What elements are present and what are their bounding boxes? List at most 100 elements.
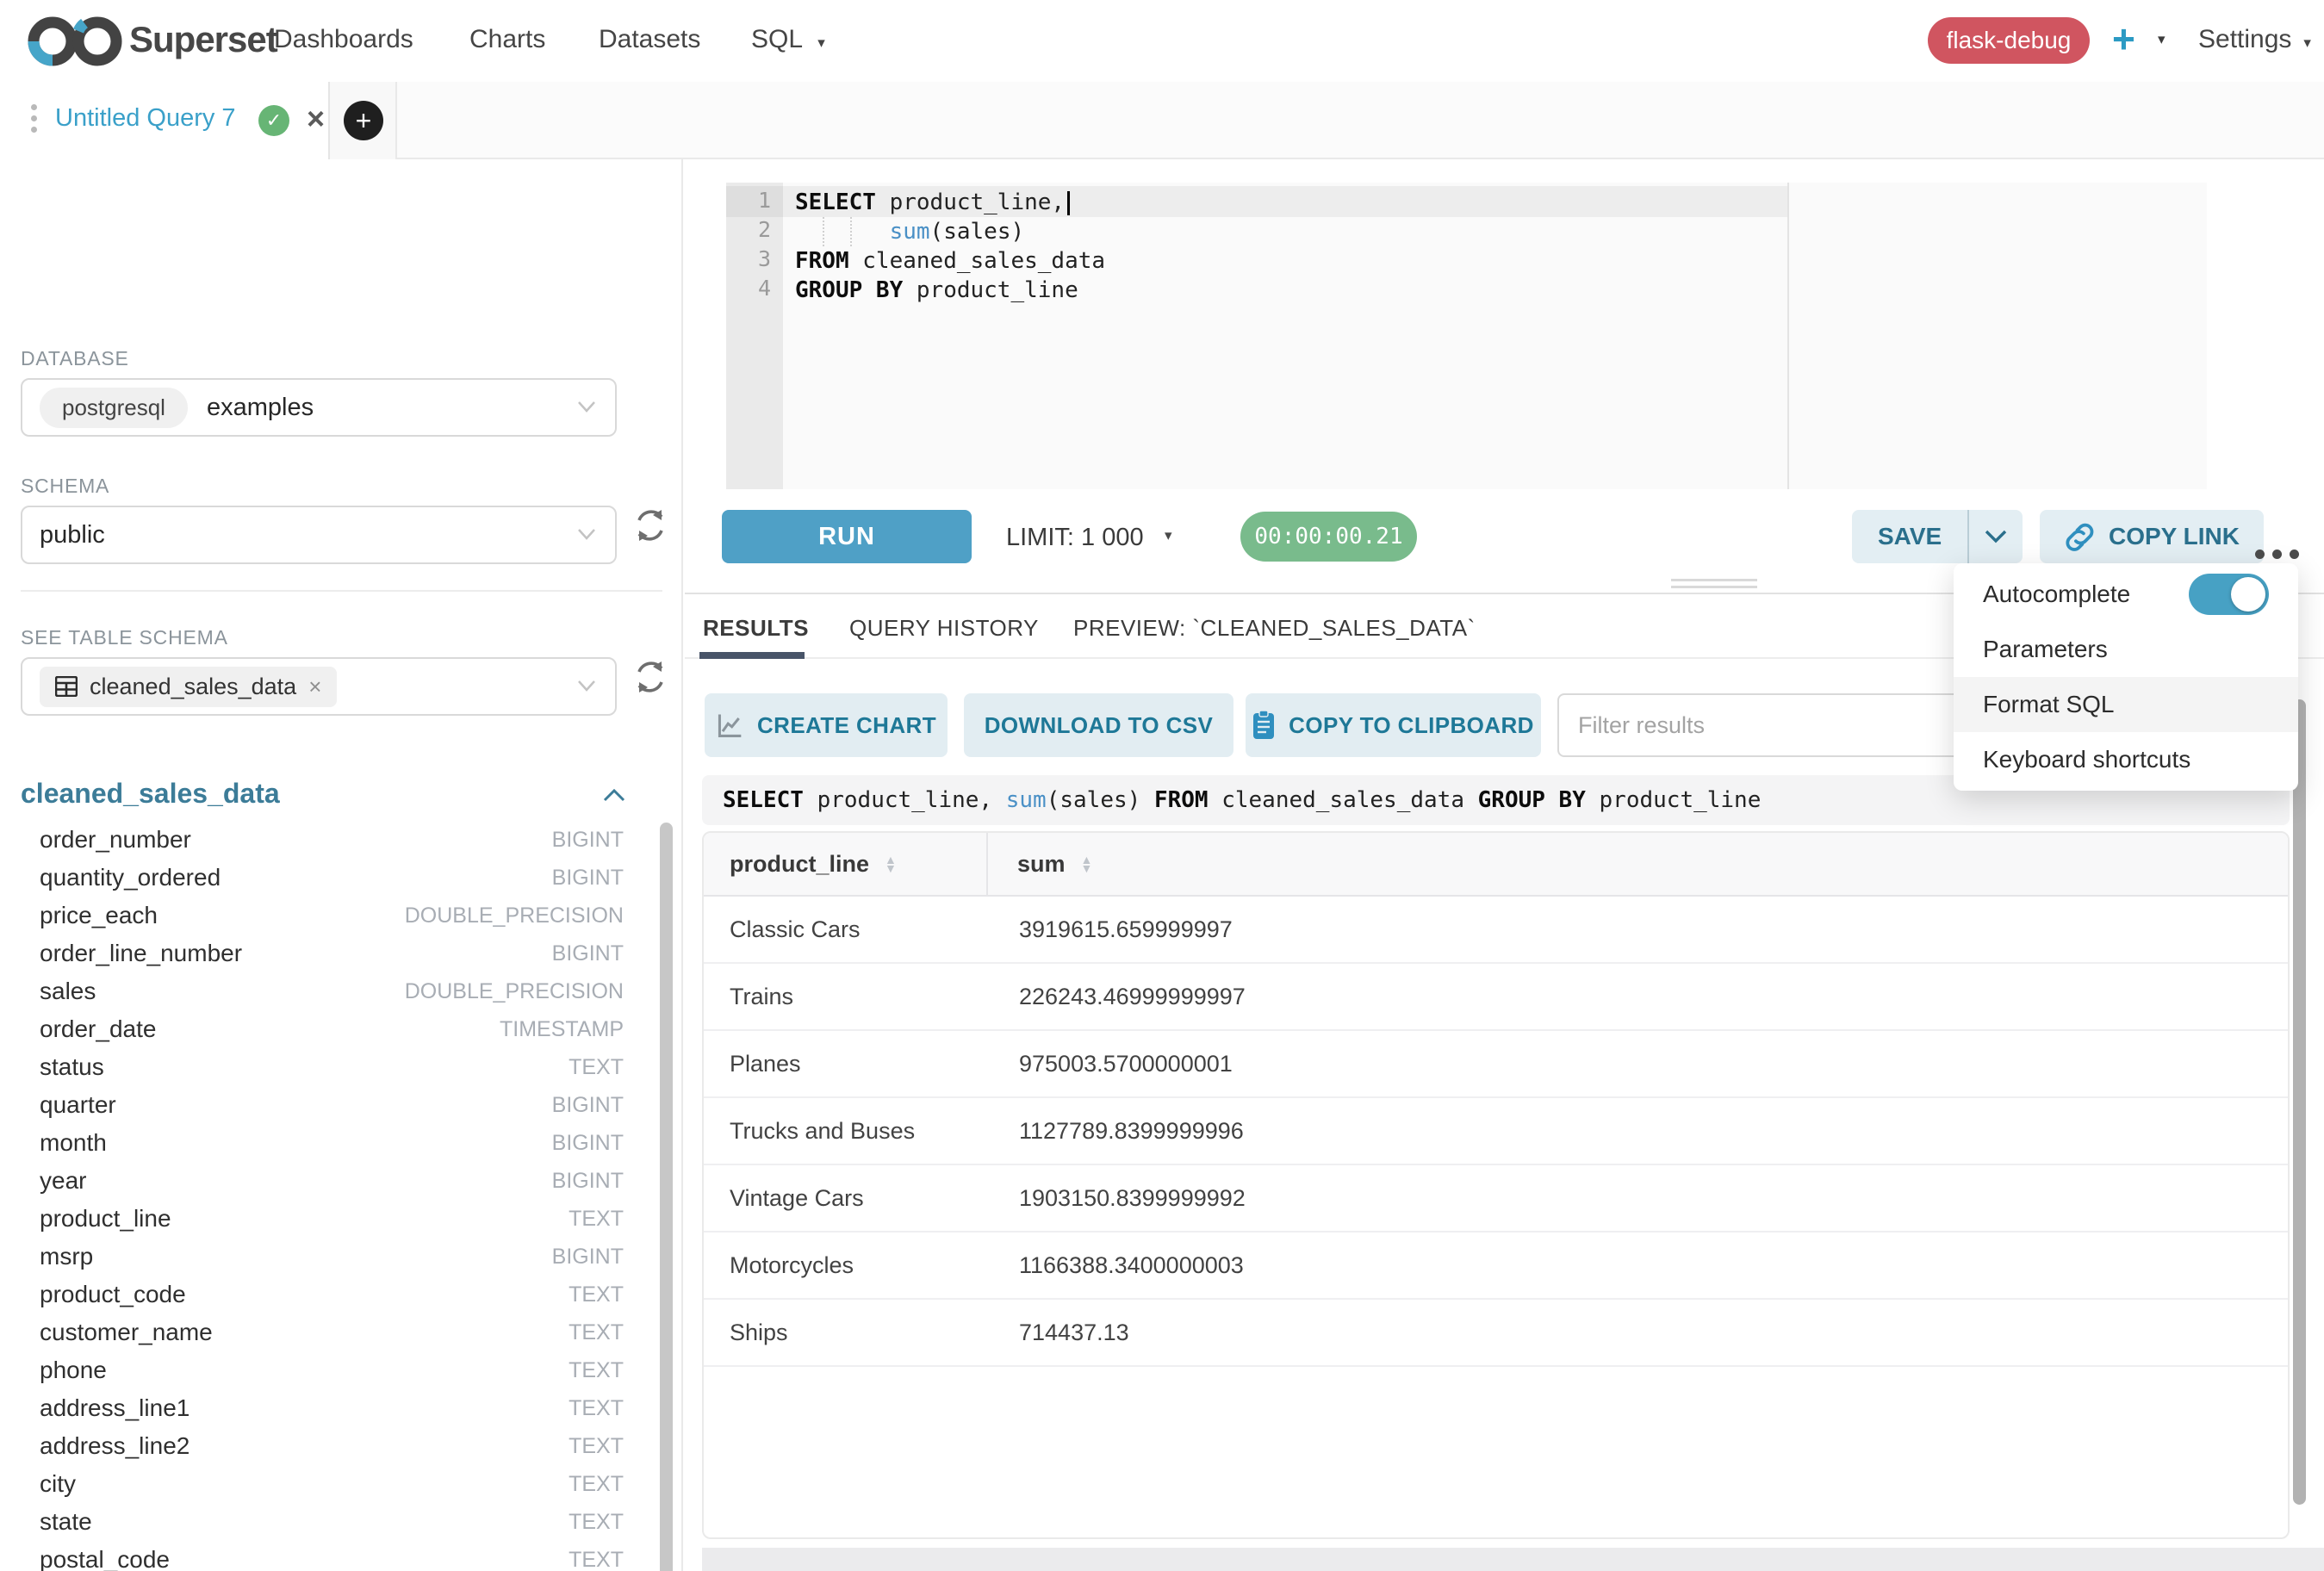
- schema-column-row: order_line_number BIGINT: [21, 935, 648, 972]
- menu-item-autocomplete[interactable]: Autocomplete: [1954, 567, 2298, 622]
- nav-item-datasets[interactable]: Datasets: [599, 25, 701, 53]
- sort-icon[interactable]: ▲ ▼: [1080, 852, 1093, 875]
- column-type: DOUBLE_PRECISION: [404, 978, 624, 1003]
- autocomplete-toggle[interactable]: [2189, 574, 2269, 615]
- schema-column-row: msrp BIGINT: [21, 1238, 648, 1276]
- cell-product-line: Ships: [730, 1319, 788, 1345]
- database-name: examples: [206, 393, 314, 421]
- refresh-tables-icon[interactable]: [631, 657, 670, 697]
- chevron-down-icon[interactable]: ▾: [2158, 31, 2166, 47]
- tab-title[interactable]: Untitled Query 7: [55, 104, 236, 132]
- cell-product-line: Trucks and Buses: [730, 1117, 916, 1144]
- schema-column-row: address_line1 TEXT: [21, 1389, 648, 1427]
- more-actions-button[interactable]: [2255, 550, 2299, 559]
- column-name: year: [40, 1167, 87, 1194]
- tab-results[interactable]: RESULTS: [703, 615, 809, 641]
- editor-print-margin: [1787, 183, 1789, 489]
- plus-icon: +: [344, 101, 383, 140]
- column-name: state: [40, 1508, 92, 1535]
- drag-handle-icon[interactable]: [31, 104, 37, 133]
- table-row: Classic Cars 3919615.659999997: [704, 897, 2288, 964]
- cell-sum: 3919615.659999997: [1019, 916, 1233, 942]
- schema-column-row: phone TEXT: [21, 1351, 648, 1389]
- remove-table-icon[interactable]: ×: [308, 673, 322, 699]
- link-icon: [2066, 523, 2094, 551]
- column-type: BIGINT: [551, 1130, 624, 1155]
- column-name: price_each: [40, 902, 158, 928]
- table-select[interactable]: cleaned_sales_data ×: [21, 657, 617, 716]
- menu-item-label: Autocomplete: [1983, 581, 2131, 607]
- column-name: order_date: [40, 1015, 157, 1042]
- toggle-knob: [2231, 577, 2265, 612]
- query-tab-strip: Untitled Query 7 ✓ × +: [0, 82, 2324, 161]
- code-line[interactable]: GROUP BY product_line: [795, 277, 1078, 303]
- column-header-product-line[interactable]: product_line ▲ ▼: [704, 833, 988, 895]
- save-query-split-button: SAVE: [1852, 510, 2023, 563]
- schema-column-row: price_each DOUBLE_PRECISION: [21, 897, 648, 935]
- editor-code[interactable]: SELECT product_line, sum(sales) FROM clea…: [795, 188, 1105, 305]
- close-icon[interactable]: ×: [307, 101, 326, 136]
- copy-link-button[interactable]: COPY LINK: [2040, 510, 2264, 563]
- cell-sum: 226243.46999999997: [1019, 983, 1246, 1009]
- nav-item-charts[interactable]: Charts: [469, 25, 546, 53]
- chevron-up-icon[interactable]: [603, 788, 625, 802]
- refresh-schemas-icon[interactable]: [631, 506, 670, 545]
- divider: [1967, 510, 1970, 563]
- new-item-plus-button[interactable]: +: [2112, 16, 2135, 61]
- save-button[interactable]: SAVE: [1878, 523, 1942, 550]
- save-options-button[interactable]: [1969, 510, 2023, 563]
- cell-product-line: Classic Cars: [730, 916, 861, 942]
- copy-to-clipboard-button[interactable]: COPY TO CLIPBOARD: [1246, 693, 1541, 757]
- superset-logo-icon[interactable]: [24, 14, 126, 69]
- column-name: city: [40, 1470, 76, 1497]
- chevron-down-icon: ▾: [817, 34, 825, 51]
- schema-column-row: quantity_ordered BIGINT: [21, 859, 648, 897]
- sidebar-scrollbar[interactable]: [660, 823, 673, 1571]
- table-row: Planes 975003.5700000001: [704, 1031, 2288, 1098]
- column-name: month: [40, 1129, 107, 1156]
- results-table-body: Classic Cars 3919615.659999997 Trains 22624…: [704, 897, 2288, 1367]
- results-scrollbar[interactable]: [2293, 699, 2306, 1505]
- table-tag[interactable]: cleaned_sales_data ×: [40, 666, 338, 707]
- menu-item-parameters[interactable]: Parameters: [1954, 622, 2298, 677]
- column-type: TEXT: [569, 1471, 624, 1496]
- nav-item-dashboards[interactable]: Dashboards: [274, 25, 413, 53]
- chevron-down-icon: [578, 680, 595, 692]
- run-query-button[interactable]: RUN: [722, 510, 972, 563]
- column-type: BIGINT: [551, 941, 624, 966]
- code-line[interactable]: sum(sales): [889, 219, 1025, 245]
- sql-editor[interactable]: [783, 183, 2207, 489]
- sort-icon[interactable]: ▲ ▼: [885, 852, 897, 875]
- schema-select[interactable]: public: [21, 506, 617, 564]
- menu-item-label: Parameters: [1983, 636, 2108, 662]
- settings-menu[interactable]: Settings ▾: [2198, 25, 2311, 53]
- database-select[interactable]: postgresql examples: [21, 378, 617, 437]
- horizontal-scrollbar-track[interactable]: [702, 1548, 2324, 1571]
- add-tab-button[interactable]: +: [330, 82, 397, 159]
- column-type: BIGINT: [551, 1168, 624, 1193]
- schema-value: public: [40, 520, 105, 549]
- code-line[interactable]: FROM cleaned_sales_data: [795, 248, 1106, 274]
- sqllab-sidebar: DATABASE postgresql examples SCHEMA publ…: [0, 159, 683, 1571]
- cell-product-line: Trains: [730, 983, 794, 1009]
- column-header-sum[interactable]: sum ▲ ▼: [1017, 850, 1093, 877]
- create-chart-button[interactable]: CREATE CHART: [705, 693, 948, 757]
- tab-preview-table[interactable]: PREVIEW: `CLEANED_SALES_DATA`: [1073, 615, 1476, 641]
- brand-title[interactable]: Superset: [129, 19, 278, 59]
- tab-query-history[interactable]: QUERY HISTORY: [849, 615, 1039, 641]
- table-row: Trucks and Buses 1127789.8399999996: [704, 1098, 2288, 1165]
- schema-column-row: customer_name TEXT: [21, 1313, 648, 1351]
- tab-untitled-query[interactable]: Untitled Query 7 ✓ ×: [0, 82, 330, 161]
- menu-item-keyboard-shortcuts[interactable]: Keyboard shortcuts: [1954, 732, 2298, 787]
- schema-column-row: city TEXT: [21, 1465, 648, 1503]
- column-type: TIMESTAMP: [500, 1016, 624, 1041]
- download-csv-button[interactable]: DOWNLOAD TO CSV: [964, 693, 1233, 757]
- table-schema-title[interactable]: cleaned_sales_data: [21, 778, 280, 809]
- chevron-down-icon[interactable]: ▾: [1165, 527, 1172, 543]
- pane-splitter[interactable]: [685, 593, 2324, 594]
- nav-item-sql[interactable]: SQL ▾: [751, 25, 825, 53]
- code-line[interactable]: SELECT product_line,: [795, 188, 1105, 217]
- menu-item-format-sql[interactable]: Format SQL: [1954, 677, 2298, 732]
- row-limit-control[interactable]: LIMIT: 1 000: [1006, 524, 1144, 551]
